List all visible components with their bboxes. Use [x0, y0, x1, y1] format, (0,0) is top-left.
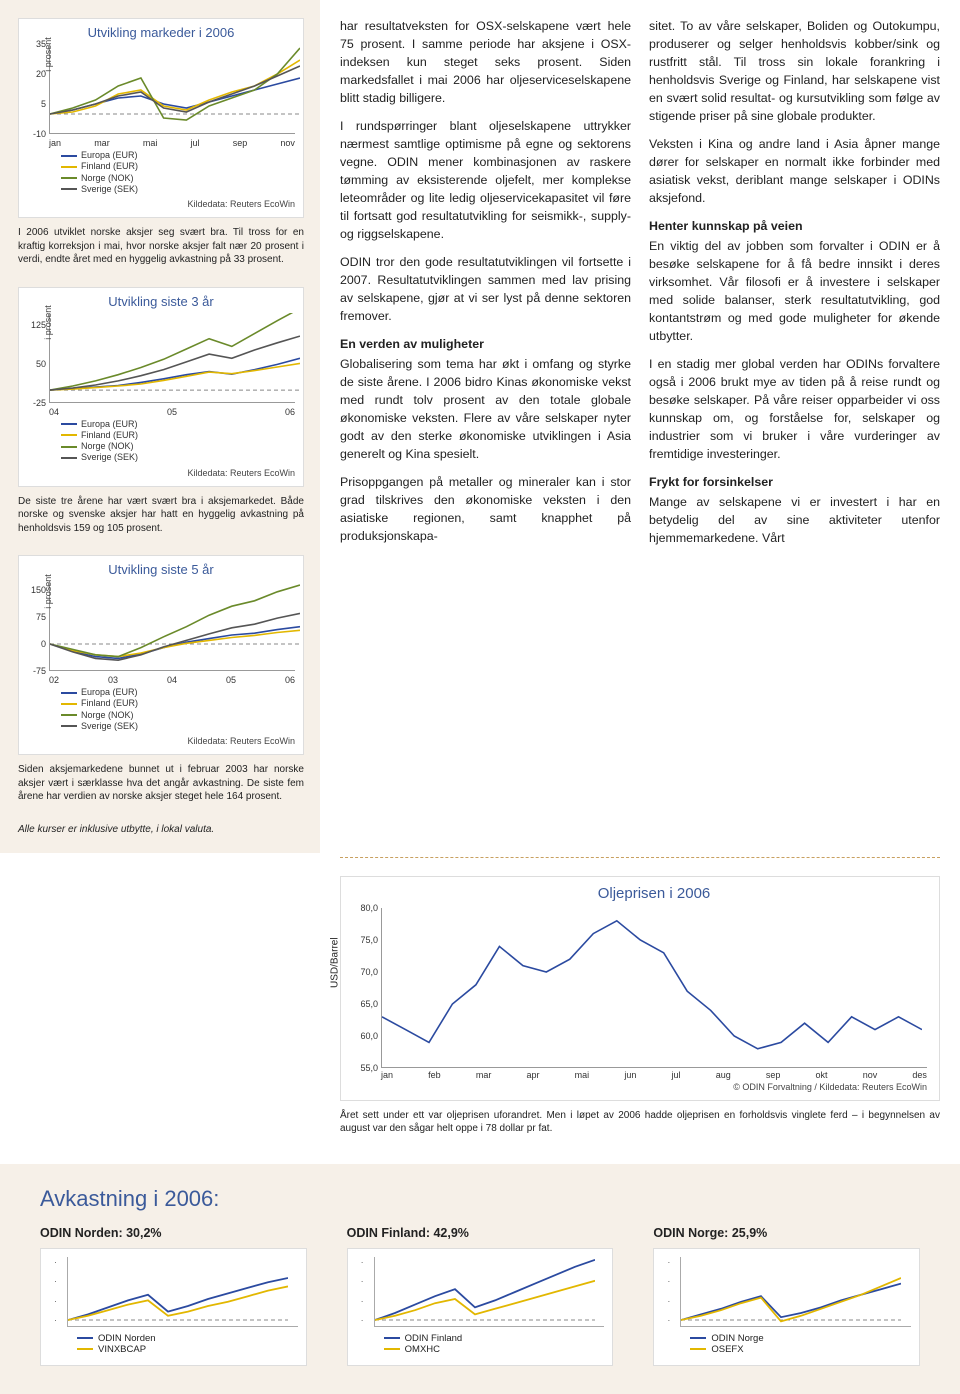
paragraph: En viktig del av jobben som forvalter i … [649, 238, 940, 346]
paragraph: ODIN tror den gode resultatutviklingen v… [340, 254, 631, 326]
chart-source: Kildedata: Reuters EcoWin [27, 199, 295, 209]
chart-title: Utvikling siste 5 år [27, 562, 295, 577]
article-body: har resultatveksten for OSX-selskapene v… [320, 0, 960, 853]
chart-title: Utvikling markeder i 2006 [27, 25, 295, 40]
return-heading: ODIN Norden: 30,2% [40, 1226, 307, 1240]
column-2: sitet. To av våre selskaper, Boliden og … [649, 18, 940, 853]
subheading: Henter kunnskap på veien [649, 218, 940, 236]
sidebar: Utvikling markeder i 2006 i prosent -105… [0, 0, 320, 853]
side-chart: Utvikling markeder i 2006 i prosent -105… [18, 18, 304, 218]
side-chart: Utvikling siste 5 år i prosent -75075150… [18, 555, 304, 755]
oil-caption: Året sett under ett var oljeprisen ufora… [340, 1109, 940, 1136]
oil-source: © ODIN Forvaltning / Kildedata: Reuters … [381, 1082, 927, 1092]
paragraph: Veksten i Kina og andre land i Asia åpne… [649, 136, 940, 208]
footer-note: Alle kurser er inklusive utbytte, i loka… [18, 824, 304, 835]
returns-heading: Avkastning i 2006: [40, 1186, 920, 1212]
return-column: ODIN Finland: 42,9% ···· ODIN Finland OM… [347, 1226, 614, 1366]
chart-caption: I 2006 utviklet norske aksjer seg svært … [18, 226, 304, 267]
returns-section: Avkastning i 2006: ODIN Norden: 30,2% ··… [0, 1164, 960, 1394]
chart-caption: Siden aksjemarkedene bunnet ut i februar… [18, 763, 304, 804]
paragraph: Prisoppgangen på metaller og mineraler k… [340, 474, 631, 546]
return-heading: ODIN Norge: 25,9% [653, 1226, 920, 1240]
subheading: En verden av muligheter [340, 336, 631, 354]
paragraph: I rundspørringer blant oljeselskapene ut… [340, 118, 631, 244]
paragraph: sitet. To av våre selskaper, Boliden og … [649, 18, 940, 126]
return-chart: ···· ODIN Norden VINXBCAP [40, 1248, 307, 1366]
subheading: Frykt for forsinkelser [649, 474, 940, 492]
return-column: ODIN Norden: 30,2% ···· ODIN Norden VINX… [40, 1226, 307, 1366]
return-column: ODIN Norge: 25,9% ···· ODIN Norge OSEFX [653, 1226, 920, 1366]
paragraph: har resultatveksten for OSX-selskapene v… [340, 18, 631, 108]
column-1: har resultatveksten for OSX-selskapene v… [340, 18, 631, 853]
return-chart: ···· ODIN Finland OMXHC [347, 1248, 614, 1366]
chart-title: Utvikling siste 3 år [27, 294, 295, 309]
paragraph: Globalisering som tema har økt i omfang … [340, 356, 631, 464]
return-heading: ODIN Finland: 42,9% [347, 1226, 614, 1240]
paragraph: Mange av selskapene vi er investert i ha… [649, 494, 940, 548]
side-chart: Utvikling siste 3 år i prosent -2550125 … [18, 287, 304, 487]
chart-caption: De siste tre årene har vært svært bra i … [18, 495, 304, 536]
oil-y-label: USD/Barrel [330, 937, 341, 988]
oil-chart-title: Oljeprisen i 2006 [381, 885, 927, 902]
chart-source: Kildedata: Reuters EcoWin [27, 468, 295, 478]
paragraph: I en stadig mer global verden har ODINs … [649, 356, 940, 464]
oil-chart-box: Oljeprisen i 2006 USD/Barrel 55,060,065,… [340, 876, 940, 1101]
return-chart: ···· ODIN Norge OSEFX [653, 1248, 920, 1366]
chart-source: Kildedata: Reuters EcoWin [27, 736, 295, 746]
